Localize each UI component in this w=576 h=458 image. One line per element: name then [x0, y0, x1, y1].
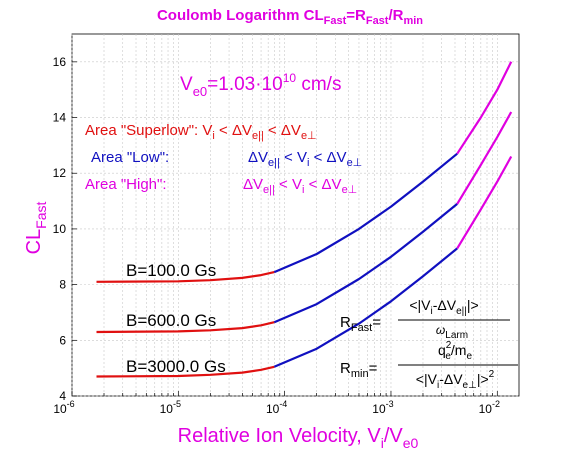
x-tick-label: 10-3 [372, 399, 393, 416]
x-tick-label: 10-2 [479, 399, 500, 416]
series-2-low-line [273, 247, 458, 368]
svg-text:Rmin=: Rmin= [340, 360, 378, 380]
y-tick-label: 14 [53, 111, 67, 125]
svg-text:RFast=: RFast= [340, 314, 381, 334]
ve0-annotation: Ve0=1.03·1010 cm/s [180, 71, 341, 99]
high-annotation-condition: ΔVe|| < Vi < ΔVe⊥ [243, 176, 357, 196]
series-1-high-line [456, 111, 513, 205]
rmin-formula: Rmin= q2 e/me <|Vi-ΔVe⊥|>2 [340, 340, 518, 391]
svg-text:ωLarm: ωLarm [436, 323, 468, 341]
high-annotation-label: Area "High": [85, 176, 167, 193]
series-1-superlow-line [96, 321, 275, 334]
y-tick-label: 12 [53, 166, 67, 180]
grid [71, 34, 519, 397]
series-label-b100: B=100.0 Gs [126, 261, 216, 280]
series-0-low-line [273, 152, 458, 274]
series-lines [96, 61, 513, 378]
axis-ticks: 4 6 8 10 12 14 16 10-6 10-5 10-4 10-3 10-2 [53, 55, 500, 416]
svg-text:q2e/me: q2 e/me [438, 340, 472, 362]
svg-text:<|Vi-ΔVe|||>: <|Vi-ΔVe|||> [409, 297, 478, 317]
series-2-high-line [456, 155, 513, 249]
x-tick-label: 10-5 [160, 399, 181, 416]
chart-title: Coulomb Logarithm CLFast=RFast/Rmin [157, 7, 423, 27]
series-1-low-line [273, 203, 458, 324]
y-tick-label: 8 [59, 278, 66, 292]
low-annotation-condition: ΔVe|| < Vi < ΔVe⊥ [248, 149, 362, 169]
series-label-b600: B=600.0 Gs [126, 311, 216, 330]
low-annotation-label: Area "Low": [91, 149, 169, 166]
y-tick-label: 16 [53, 55, 67, 69]
y-tick-label: 10 [53, 222, 67, 236]
series-0-high-line [456, 61, 513, 155]
rfast-formula: RFast= <|Vi-ΔVe|||> ωLarm [340, 297, 510, 341]
y-axis-label: CLFast [23, 201, 49, 254]
x-axis-label: Relative Ion Velocity, Vi/Ve0 [178, 425, 419, 451]
y-tick-label: 4 [59, 389, 66, 403]
x-tick-label: 10-4 [266, 399, 287, 416]
series-0-superlow-line [96, 271, 275, 283]
series-2-superlow-line [96, 365, 275, 378]
svg-text:<|Vi-ΔVe⊥|>2: <|Vi-ΔVe⊥|>2 [416, 369, 495, 391]
y-tick-label: 6 [59, 333, 66, 347]
series-label-b3000: B=3000.0 Gs [126, 357, 226, 376]
x-tick-label: 10-6 [53, 399, 74, 416]
superlow-annotation: Area "Superlow": Vi < ΔVe|| < ΔVe⊥ [85, 122, 317, 142]
